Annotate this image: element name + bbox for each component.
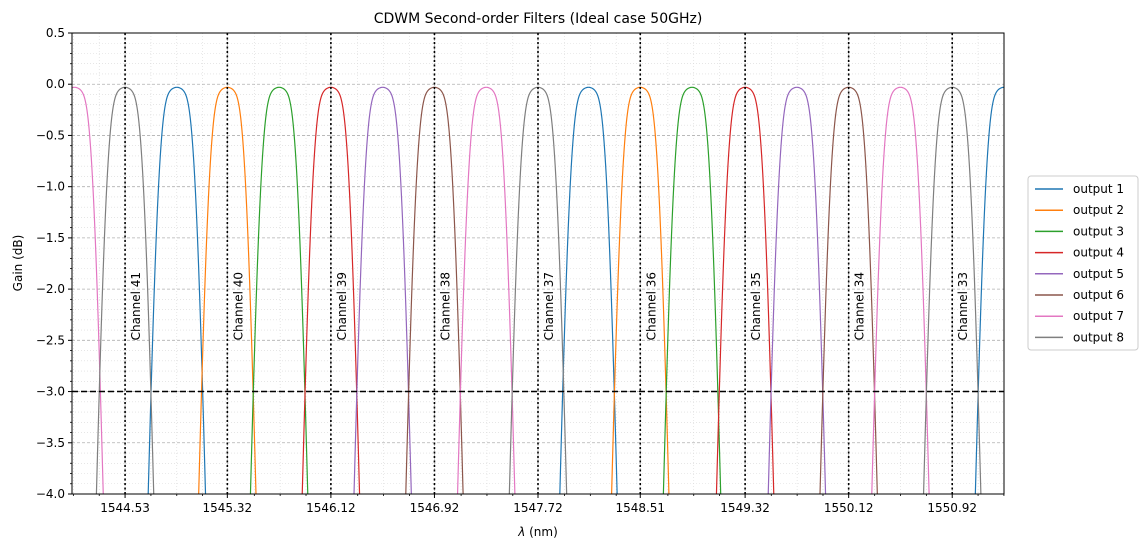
x-tick-label: 1547.72 [513, 501, 563, 515]
legend-box [1028, 176, 1138, 350]
x-tick-label: 1544.53 [100, 501, 150, 515]
channel-label: Channel 36 [644, 272, 658, 340]
legend-label: output 7 [1073, 309, 1124, 323]
legend-label: output 8 [1073, 330, 1124, 344]
channel-label: Channel 37 [542, 272, 556, 340]
chart-title: CDWM Second-order Filters (Ideal case 50… [374, 11, 703, 27]
x-tick-label: 1549.32 [720, 501, 770, 515]
channel-label: Channel 34 [853, 272, 867, 340]
y-axis-title: Gain (dB) [11, 235, 25, 292]
x-axis-unit: (nm) [529, 525, 558, 539]
x-axis-title: λ (nm) [517, 525, 558, 539]
x-tick-label: 1550.12 [824, 501, 874, 515]
y-tick-label: −2.5 [36, 333, 65, 347]
legend-label: output 2 [1073, 203, 1124, 217]
y-tick-label: −2.0 [36, 282, 65, 296]
y-tick-label: −0.5 [36, 128, 65, 142]
legend-label: output 6 [1073, 288, 1124, 302]
y-tick-label: −3.0 [36, 385, 65, 399]
x-axis-symbol: λ [517, 525, 525, 539]
legend: output 1 output 2 output 3 output 4 output 5… [1028, 176, 1138, 350]
channel-label: Channel 38 [438, 272, 452, 340]
x-tick-label: 1550.92 [927, 501, 977, 515]
y-tick-label: −4.0 [36, 487, 65, 501]
channel-label: Channel 33 [956, 272, 970, 340]
channel-label: Channel 35 [749, 272, 763, 340]
legend-label: output 5 [1073, 267, 1124, 281]
legend-label: output 3 [1073, 224, 1124, 238]
y-tick-label: 0.0 [46, 77, 65, 91]
y-tick-label: −1.0 [36, 180, 65, 194]
y-tick-label: −1.5 [36, 231, 65, 245]
channel-label: Channel 40 [231, 272, 245, 340]
legend-label: output 1 [1073, 182, 1124, 196]
x-tick-label: 1546.92 [410, 501, 460, 515]
x-tick-label: 1545.32 [203, 501, 253, 515]
x-tick-label: 1546.12 [306, 501, 356, 515]
channel-label: Channel 39 [335, 272, 349, 340]
x-tick-label: 1548.51 [615, 501, 665, 515]
y-tick-label: 0.5 [46, 26, 65, 40]
y-tick-label: −3.5 [36, 436, 65, 450]
legend-label: output 4 [1073, 246, 1124, 260]
channel-label: Channel 41 [129, 272, 143, 340]
